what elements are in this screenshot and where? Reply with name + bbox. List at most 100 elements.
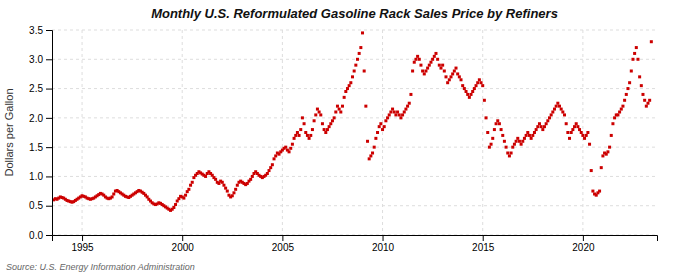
- y-axis-tick-label: 3.5: [29, 25, 43, 36]
- grid-line-y: [52, 205, 657, 206]
- point: [536, 125, 539, 128]
- point: [465, 90, 468, 93]
- point: [424, 70, 427, 73]
- point: [586, 131, 589, 134]
- point: [506, 152, 509, 155]
- point: [189, 184, 192, 187]
- point: [583, 137, 586, 140]
- point: [434, 52, 437, 55]
- point: [431, 58, 434, 61]
- grid-line-x: [82, 30, 83, 235]
- point: [500, 128, 503, 131]
- title: Monthly U.S. Reformulated Gasoline Rack …: [151, 6, 558, 21]
- y-axis-tick-mark: [46, 30, 52, 31]
- grid-line-x: [382, 30, 383, 235]
- point: [449, 75, 452, 78]
- point: [560, 108, 563, 111]
- point: [349, 81, 352, 84]
- y-axis-tick: 0.5: [29, 200, 52, 211]
- point: [630, 70, 633, 73]
- point: [550, 113, 553, 116]
- point: [271, 163, 274, 166]
- point: [608, 146, 611, 149]
- point: [461, 84, 464, 87]
- point: [636, 58, 639, 61]
- point: [309, 134, 312, 137]
- point: [611, 122, 614, 125]
- y-axis-tick: 1.5: [29, 142, 52, 153]
- x-axis-tick-mark: [182, 235, 183, 241]
- point: [409, 93, 412, 96]
- point: [573, 125, 576, 128]
- point: [234, 188, 237, 191]
- point: [334, 111, 337, 114]
- point: [401, 113, 404, 116]
- point: [359, 46, 362, 49]
- y-axis-tick: 0.0: [29, 230, 52, 241]
- point: [293, 137, 296, 140]
- y-axis-tick: 1.0: [29, 171, 52, 182]
- point: [184, 194, 187, 197]
- point: [406, 105, 409, 108]
- x-axis: 199520002005201020152020: [53, 235, 658, 253]
- point: [538, 122, 541, 125]
- point: [308, 137, 311, 140]
- point: [356, 58, 359, 61]
- point: [396, 111, 399, 114]
- point: [439, 67, 442, 70]
- point: [545, 122, 548, 125]
- point: [623, 99, 626, 102]
- y-axis-tick-label: 0.5: [29, 200, 43, 211]
- point: [531, 134, 534, 137]
- point: [398, 113, 401, 116]
- point: [301, 116, 304, 119]
- point: [621, 105, 624, 108]
- point: [525, 134, 528, 137]
- point: [298, 134, 301, 137]
- point: [563, 113, 566, 116]
- point: [541, 128, 544, 131]
- point: [303, 122, 306, 125]
- point: [645, 105, 648, 108]
- point: [321, 122, 324, 125]
- point: [643, 99, 646, 102]
- y-axis-tick: 3.0: [29, 54, 52, 65]
- point: [383, 125, 386, 128]
- point: [329, 122, 332, 125]
- point: [444, 75, 447, 78]
- point: [576, 125, 579, 128]
- point: [581, 134, 584, 137]
- point: [473, 87, 476, 90]
- y-axis-tick-mark: [46, 235, 52, 236]
- point: [455, 67, 458, 70]
- grid-line-y: [52, 147, 657, 148]
- point: [565, 122, 568, 125]
- point: [566, 131, 569, 134]
- point: [288, 150, 291, 153]
- point: [478, 78, 481, 81]
- point: [341, 105, 344, 108]
- point: [182, 197, 185, 200]
- point: [346, 87, 349, 90]
- point: [214, 178, 217, 181]
- point: [555, 105, 558, 108]
- point: [610, 134, 613, 137]
- point: [606, 150, 609, 153]
- point: [363, 70, 366, 73]
- point: [368, 157, 371, 160]
- point: [508, 154, 511, 157]
- point: [530, 137, 533, 140]
- point: [319, 113, 322, 116]
- point: [294, 134, 297, 137]
- point: [453, 70, 456, 73]
- point: [556, 102, 559, 105]
- point: [496, 119, 499, 122]
- point: [313, 119, 316, 122]
- point: [570, 131, 573, 134]
- point: [558, 105, 561, 108]
- point: [635, 46, 638, 49]
- y-axis-tick-mark: [46, 89, 52, 90]
- point: [491, 137, 494, 140]
- point: [266, 172, 269, 175]
- point: [446, 81, 449, 84]
